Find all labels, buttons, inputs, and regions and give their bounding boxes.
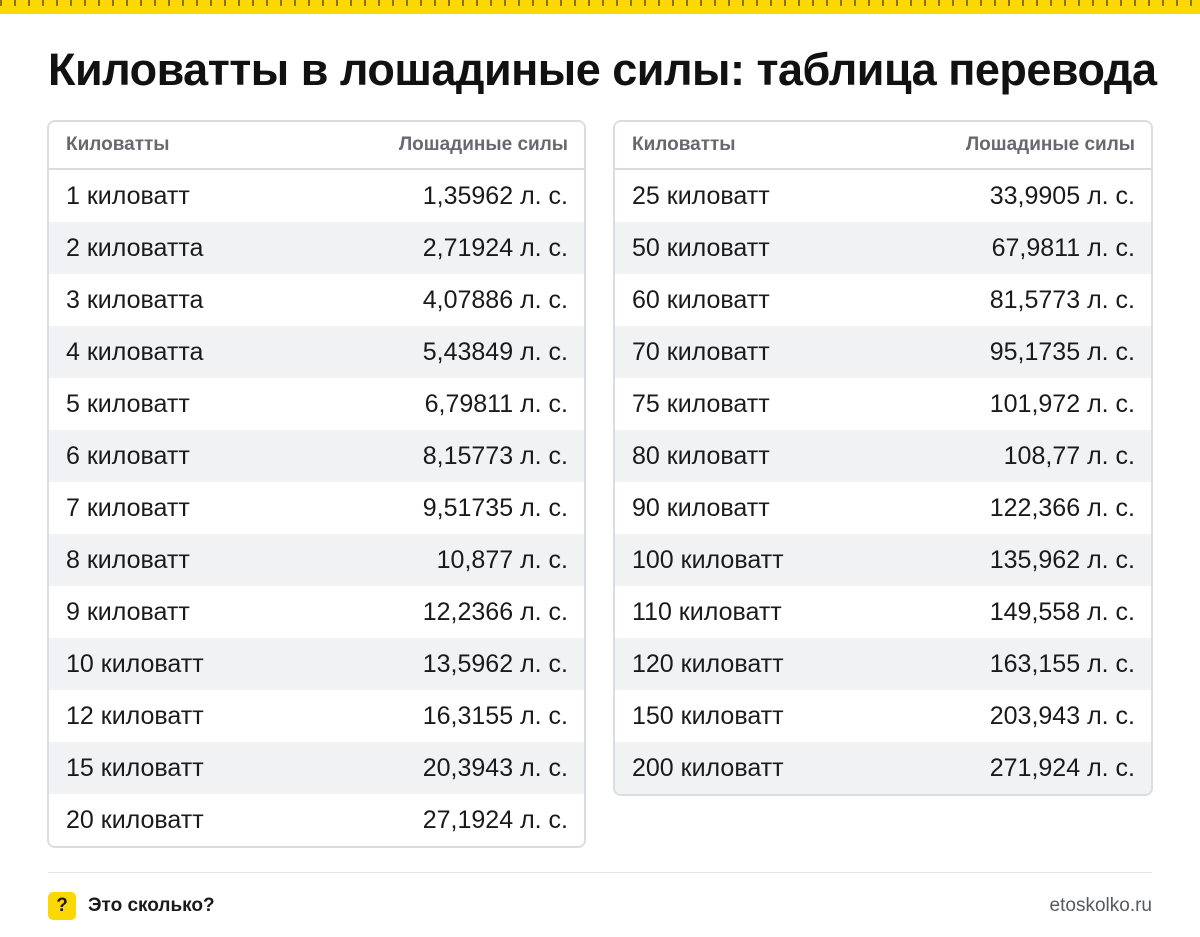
table-row: 5 киловатт 6,79811 л. с. — [49, 378, 584, 430]
horsepower-cell: 16,3155 л. с. — [422, 701, 568, 730]
table-row: 60 киловатт 81,5773 л. с. — [615, 274, 1151, 326]
page-title: Киловатты в лошадиные силы: таблица пере… — [48, 44, 1157, 95]
header-kilowatts: Киловатты — [632, 134, 736, 155]
brand-name: Это сколько? — [88, 895, 215, 916]
table-row: 120 киловатт 163,155 л. с. — [615, 638, 1151, 690]
table-row: 12 киловатт 16,3155 л. с. — [49, 690, 584, 742]
kilowatt-cell: 60 киловатт — [632, 285, 770, 314]
kilowatt-cell: 100 киловатт — [632, 545, 784, 574]
table-row: 3 киловатта 4,07886 л. с. — [49, 274, 584, 326]
horsepower-cell: 5,43849 л. с. — [422, 337, 568, 366]
horsepower-cell: 108,77 л. с. — [1003, 441, 1135, 470]
kilowatt-cell: 2 киловатта — [66, 233, 204, 262]
horsepower-cell: 135,962 л. с. — [989, 545, 1135, 574]
horsepower-cell: 27,1924 л. с. — [422, 805, 568, 834]
table-row: 4 киловатта 5,43849 л. с. — [49, 326, 584, 378]
kilowatt-cell: 50 киловатт — [632, 233, 770, 262]
horsepower-cell: 20,3943 л. с. — [422, 753, 568, 782]
horsepower-cell: 95,1735 л. с. — [989, 337, 1135, 366]
table-row: 200 киловатт 271,924 л. с. — [615, 742, 1151, 794]
header-horsepower: Лошадиные силы — [965, 134, 1135, 155]
table-row: 7 киловатт 9,51735 л. с. — [49, 482, 584, 534]
kilowatt-cell: 120 киловатт — [632, 649, 784, 678]
footer-divider — [48, 872, 1152, 873]
kilowatt-cell: 75 киловатт — [632, 389, 770, 418]
kilowatt-cell: 5 киловатт — [66, 389, 190, 418]
table-row: 8 киловатт 10,877 л. с. — [49, 534, 584, 586]
kilowatt-cell: 8 киловатт — [66, 545, 190, 574]
table-row: 80 киловатт 108,77 л. с. — [615, 430, 1151, 482]
table-header: Киловатты Лошадиные силы — [49, 122, 584, 170]
horsepower-cell: 67,9811 л. с. — [991, 233, 1135, 262]
horsepower-cell: 271,924 л. с. — [989, 753, 1135, 782]
brand: ? Это сколько? — [48, 892, 215, 920]
ruler-decoration — [0, 0, 1200, 14]
table-row: 2 киловатта 2,71924 л. с. — [49, 222, 584, 274]
horsepower-cell: 163,155 л. с. — [989, 649, 1135, 678]
horsepower-cell: 8,15773 л. с. — [422, 441, 568, 470]
site-url: etoskolko.ru — [1049, 895, 1152, 916]
horsepower-cell: 2,71924 л. с. — [422, 233, 568, 262]
table-row: 100 киловатт 135,962 л. с. — [615, 534, 1151, 586]
kilowatt-cell: 110 киловатт — [632, 597, 782, 626]
table-row: 150 киловатт 203,943 л. с. — [615, 690, 1151, 742]
kilowatt-cell: 1 киловатт — [66, 181, 190, 210]
kilowatt-cell: 6 киловатт — [66, 441, 190, 470]
table-row: 20 киловатт 27,1924 л. с. — [49, 794, 584, 846]
kilowatt-cell: 3 киловатта — [66, 285, 204, 314]
table-row: 50 киловатт 67,9811 л. с. — [615, 222, 1151, 274]
table-row: 70 киловатт 95,1735 л. с. — [615, 326, 1151, 378]
table-row: 90 киловатт 122,366 л. с. — [615, 482, 1151, 534]
table-row: 15 киловатт 20,3943 л. с. — [49, 742, 584, 794]
table-header: Киловатты Лошадиные силы — [615, 122, 1151, 170]
horsepower-cell: 81,5773 л. с. — [989, 285, 1135, 314]
kilowatt-cell: 7 киловатт — [66, 493, 190, 522]
horsepower-cell: 6,79811 л. с. — [424, 389, 568, 418]
horsepower-cell: 10,877 л. с. — [436, 545, 568, 574]
kilowatt-cell: 200 киловатт — [632, 753, 784, 782]
kilowatt-cell: 90 киловатт — [632, 493, 770, 522]
kilowatt-cell: 70 киловатт — [632, 337, 770, 366]
table-row: 75 киловатт 101,972 л. с. — [615, 378, 1151, 430]
conversion-table-right: Киловатты Лошадиные силы 25 киловатт 33,9… — [613, 120, 1153, 796]
horsepower-cell: 12,2366 л. с. — [422, 597, 568, 626]
horsepower-cell: 101,972 л. с. — [989, 389, 1135, 418]
horsepower-cell: 33,9905 л. с. — [989, 181, 1135, 210]
table-body: 1 киловатт 1,35962 л. с. 2 киловатта 2,7192… — [49, 170, 584, 846]
kilowatt-cell: 150 киловатт — [632, 701, 784, 730]
horsepower-cell: 1,35962 л. с. — [422, 181, 568, 210]
horsepower-cell: 4,07886 л. с. — [422, 285, 568, 314]
horsepower-cell: 203,943 л. с. — [989, 701, 1135, 730]
kilowatt-cell: 10 киловатт — [66, 649, 204, 678]
kilowatt-cell: 80 киловатт — [632, 441, 770, 470]
kilowatt-cell: 20 киловатт — [66, 805, 204, 834]
table-row: 110 киловатт 149,558 л. с. — [615, 586, 1151, 638]
kilowatt-cell: 4 киловатта — [66, 337, 204, 366]
kilowatt-cell: 12 киловатт — [66, 701, 204, 730]
header-horsepower: Лошадиные силы — [398, 134, 568, 155]
horsepower-cell: 122,366 л. с. — [989, 493, 1135, 522]
table-row: 9 киловатт 12,2366 л. с. — [49, 586, 584, 638]
horsepower-cell: 9,51735 л. с. — [422, 493, 568, 522]
kilowatt-cell: 9 киловатт — [66, 597, 190, 626]
question-mark-icon: ? — [48, 892, 76, 920]
horsepower-cell: 13,5962 л. с. — [422, 649, 568, 678]
table-row: 25 киловатт 33,9905 л. с. — [615, 170, 1151, 222]
header-kilowatts: Киловатты — [66, 134, 170, 155]
table-row: 1 киловатт 1,35962 л. с. — [49, 170, 584, 222]
conversion-table-left: Киловатты Лошадиные силы 1 киловатт 1,359… — [47, 120, 586, 848]
kilowatt-cell: 15 киловатт — [66, 753, 204, 782]
kilowatt-cell: 25 киловатт — [632, 181, 770, 210]
table-body: 25 киловатт 33,9905 л. с. 50 киловатт 67,98… — [615, 170, 1151, 794]
table-row: 6 киловатт 8,15773 л. с. — [49, 430, 584, 482]
horsepower-cell: 149,558 л. с. — [989, 597, 1135, 626]
table-row: 10 киловатт 13,5962 л. с. — [49, 638, 584, 690]
